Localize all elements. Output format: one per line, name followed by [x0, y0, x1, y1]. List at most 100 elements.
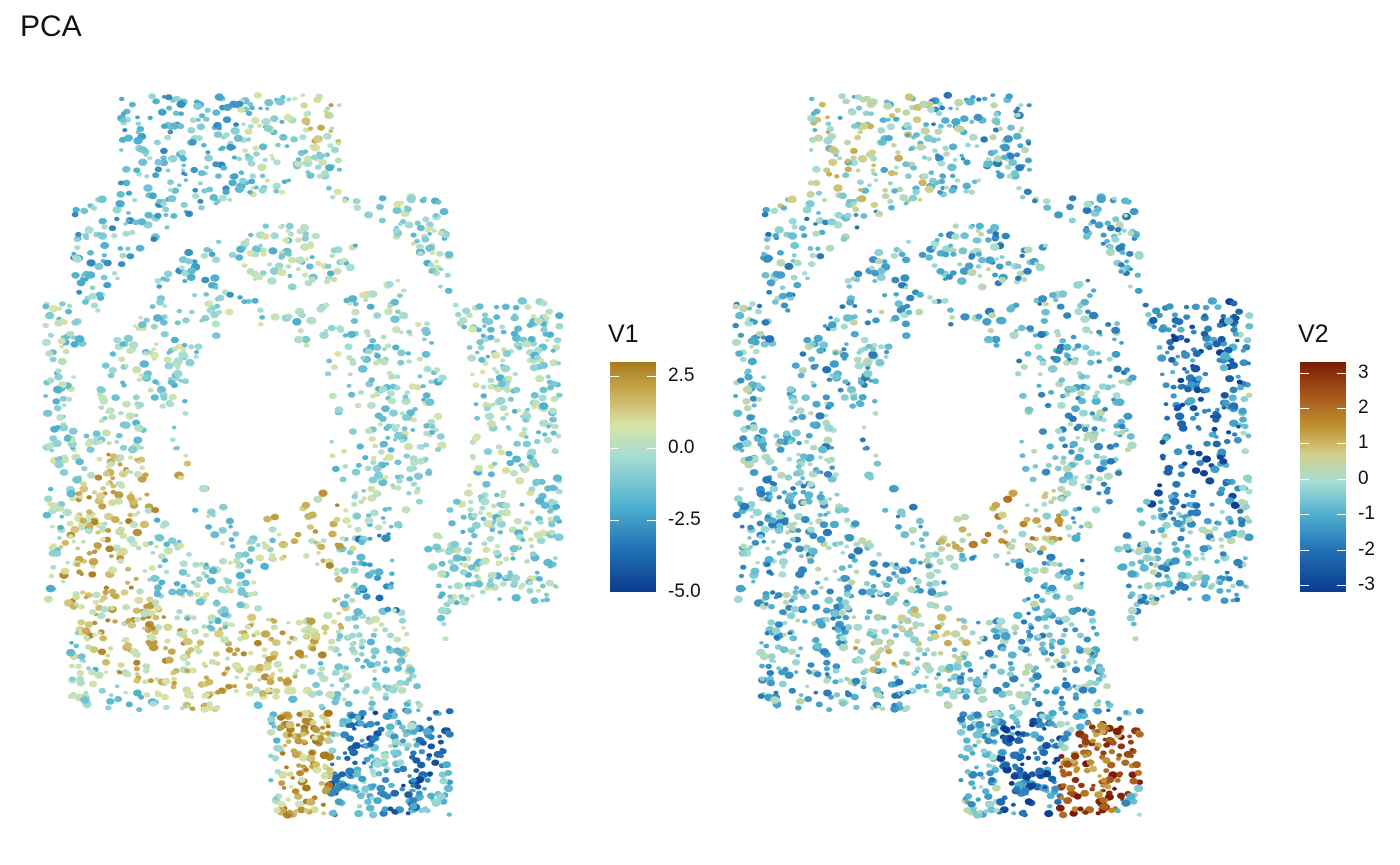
cell-point	[188, 344, 194, 349]
cell-point	[1026, 756, 1031, 760]
cell-point	[369, 765, 373, 769]
cell-point	[130, 648, 139, 655]
cell-point	[169, 394, 177, 400]
cell-point	[57, 536, 61, 540]
cell-point	[306, 798, 315, 806]
cell-point	[1074, 308, 1083, 315]
cell-point	[851, 520, 860, 527]
cell-point	[915, 684, 922, 690]
cell-point	[151, 394, 159, 401]
cell-point	[1003, 496, 1012, 503]
cell-point	[406, 359, 412, 363]
cell-point	[375, 413, 383, 419]
cell-point	[113, 337, 121, 343]
cell-point	[799, 693, 804, 697]
cell-point	[1052, 593, 1060, 600]
cell-point	[1187, 597, 1192, 601]
cell-point	[347, 525, 352, 529]
cell-point	[251, 117, 259, 124]
cell-point	[963, 796, 968, 800]
cell-point	[1050, 356, 1055, 360]
cell-point	[124, 335, 133, 342]
cell-point	[549, 408, 557, 415]
cell-point	[1177, 420, 1186, 427]
cell-point	[965, 769, 972, 774]
cell-point	[411, 789, 416, 793]
cell-point	[138, 159, 147, 166]
cell-point	[977, 810, 982, 814]
cell-point	[492, 462, 498, 466]
cell-point	[136, 122, 142, 127]
cell-point	[552, 424, 559, 430]
cell-point	[817, 513, 823, 518]
cell-point	[1150, 530, 1155, 534]
cell-point	[273, 737, 281, 743]
cell-point	[108, 566, 117, 573]
cell-point	[380, 441, 389, 448]
cell-point	[1210, 415, 1214, 419]
cell-point	[321, 773, 329, 779]
cell-point	[328, 645, 335, 650]
cell-point	[372, 669, 377, 673]
cell-point	[1121, 800, 1130, 807]
cell-point	[52, 440, 62, 448]
cell-point	[921, 127, 930, 135]
cell-point	[154, 591, 162, 597]
cell-point	[117, 481, 125, 487]
cell-point	[1112, 338, 1117, 342]
cell-point	[1176, 355, 1181, 359]
cell-point	[1013, 717, 1020, 722]
cell-point	[135, 116, 140, 120]
cell-point	[302, 785, 311, 792]
cell-point	[935, 153, 940, 157]
cell-point	[151, 236, 158, 242]
cell-point	[371, 456, 377, 461]
cell-point	[145, 628, 152, 633]
cell-point	[768, 604, 775, 609]
cell-point	[272, 639, 281, 646]
cell-point	[124, 642, 132, 649]
cell-point	[212, 109, 220, 115]
cell-point	[800, 351, 807, 356]
cell-point	[932, 263, 938, 268]
cell-point	[361, 786, 369, 793]
cell-point	[230, 544, 236, 548]
cell-point	[358, 390, 364, 395]
cell-point	[296, 712, 302, 717]
cell-point	[790, 242, 799, 249]
cell-point	[1220, 510, 1225, 514]
cell-point	[791, 275, 798, 281]
cell-point	[287, 274, 292, 278]
cell-point	[308, 127, 313, 131]
cell-point	[275, 769, 282, 774]
cell-point	[61, 568, 70, 575]
cell-point	[853, 705, 860, 710]
cell-point	[546, 425, 551, 429]
cell-point	[496, 444, 503, 449]
cell-point	[373, 344, 381, 351]
cell-point	[115, 684, 120, 688]
cell-point	[1121, 760, 1129, 766]
cell-point	[205, 524, 212, 530]
cell-point	[1087, 360, 1094, 366]
cell-point	[846, 299, 854, 306]
cell-point	[1135, 273, 1141, 278]
cell-point	[1111, 327, 1120, 334]
cell-point	[897, 577, 906, 584]
cell-point	[65, 561, 70, 565]
cell-point	[364, 329, 371, 334]
cell-point	[889, 485, 899, 493]
cell-point	[1005, 690, 1013, 696]
cell-point	[339, 722, 345, 727]
cell-point	[378, 449, 385, 454]
cell-point	[1097, 196, 1106, 204]
cell-point	[271, 514, 279, 521]
cell-point	[100, 606, 109, 613]
cell-point	[1039, 360, 1046, 366]
cell-point	[1180, 403, 1185, 407]
cell-point	[177, 543, 184, 549]
cell-point	[103, 590, 109, 595]
cell-point	[128, 622, 137, 629]
cell-point	[454, 582, 463, 589]
cell-point	[448, 520, 456, 526]
